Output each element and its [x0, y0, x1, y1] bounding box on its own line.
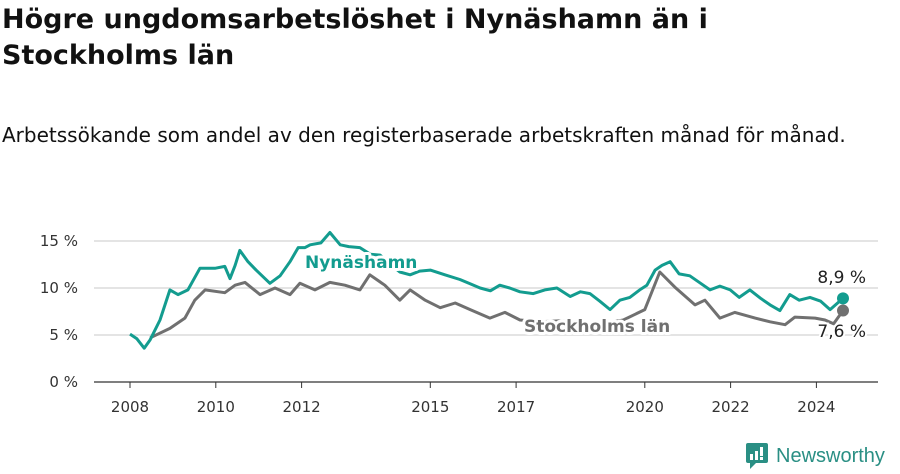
y-tick-label: 5 %	[49, 326, 78, 344]
x-tick-label: 2008	[111, 398, 149, 416]
series-line-stockholms-lan	[149, 270, 845, 340]
x-tick-label: 2022	[712, 398, 750, 416]
x-tick-label: 2024	[797, 398, 835, 416]
chart-title: Högre ungdomsarbetslöshet i Nynäshamn än…	[2, 4, 708, 71]
end-value-nynashamn: 8,9 %	[817, 268, 866, 288]
x-tick-label: 2015	[411, 398, 449, 416]
series-end-point	[836, 292, 849, 305]
y-tick-label: 10 %	[40, 279, 78, 297]
end-value-stockholms-lan: 7,6 %	[817, 322, 866, 342]
y-tick-label: 0 %	[49, 373, 78, 391]
series-line-nynashamn	[129, 231, 844, 350]
x-tick-label: 2017	[497, 398, 535, 416]
y-tick-label: 15 %	[40, 232, 78, 250]
x-tick-label: 2012	[283, 398, 321, 416]
series-label-stockholms-lan: Stockholms län	[524, 317, 670, 337]
bar-chart-speech-icon	[746, 443, 768, 469]
x-tick-label: 2020	[626, 398, 664, 416]
x-tick-label: 2010	[197, 398, 235, 416]
brand-name: Newsworthy	[776, 444, 885, 467]
series-end-point	[836, 304, 849, 317]
chart-subtitle: Arbetssökande som andel av den registerb…	[2, 123, 846, 147]
brand-logo: Newsworthy	[746, 443, 885, 469]
series-label-nynashamn: Nynäshamn	[305, 253, 417, 273]
